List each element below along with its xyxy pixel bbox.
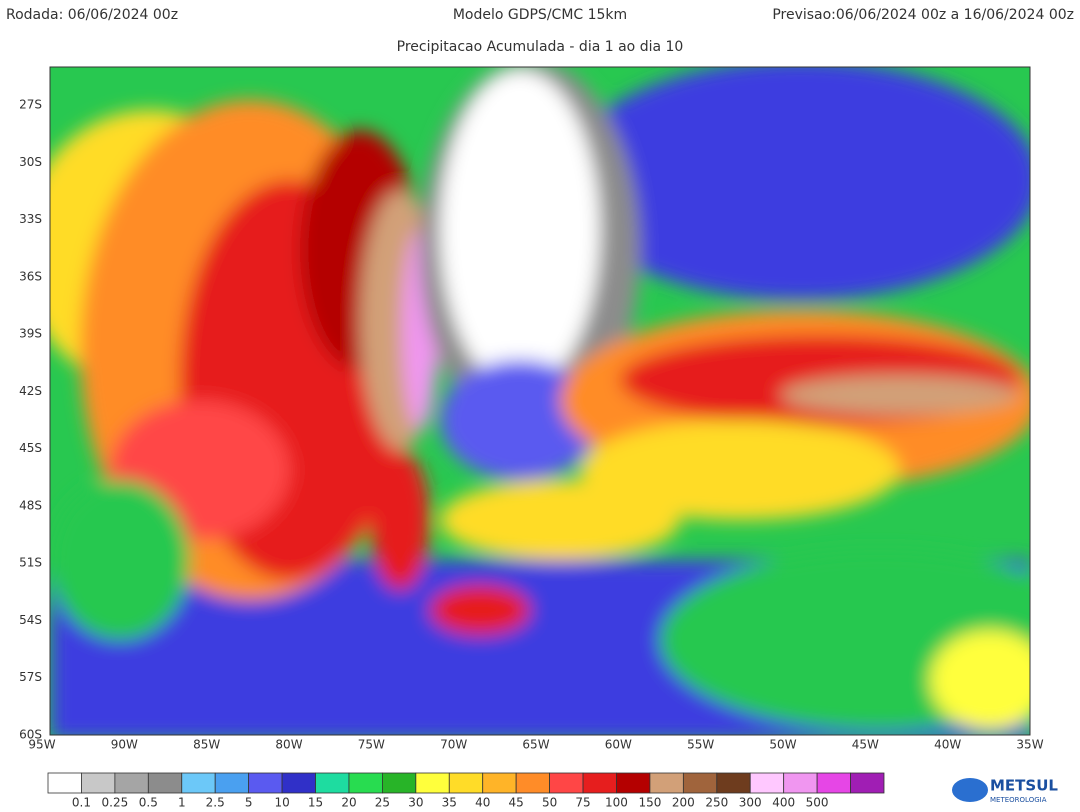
colorbar-box (549, 772, 584, 794)
latitude-label: 30S (19, 155, 42, 169)
colorbar-box (749, 772, 785, 794)
colorbar-box (515, 772, 550, 794)
colorbar-label: 10 (274, 796, 289, 810)
latitude-label: 57S (19, 670, 42, 684)
logo-globe (952, 778, 988, 802)
colorbar-box (783, 772, 818, 794)
colorbar-box (214, 772, 250, 794)
latitude-label: 54S (19, 613, 42, 627)
colorbar-box (482, 772, 517, 794)
colorbar-label: 200 (672, 796, 695, 810)
longitude-label: 90W (111, 738, 138, 752)
colorbar-label: 150 (638, 796, 661, 810)
colorbar-box (381, 772, 417, 794)
colorbar-box (850, 772, 885, 794)
precipitation-map (50, 67, 1030, 735)
colorbar-box (816, 772, 851, 794)
logo: METSUL METEOROLOGIA (952, 777, 1058, 804)
longitude-label: 55W (687, 738, 714, 752)
latitude-label: 33S (19, 212, 42, 226)
colorbar-box (582, 772, 617, 794)
latitude-label: 45S (19, 441, 42, 455)
colorbar-label: 75 (575, 796, 590, 810)
latitude-label: 39S (19, 327, 42, 341)
colorbar-box (47, 772, 82, 794)
longitude-label: 75W (358, 738, 385, 752)
latitude-labels: 27S 30S 33S 36S 39S 42S 45S 48S 51S 54S 57S 60S (19, 98, 42, 742)
colorbar-label: 0.1 (72, 796, 91, 810)
colorbar-label: 20 (341, 796, 356, 810)
latitude-label: 60S (19, 728, 42, 742)
longitude-label: 65W (522, 738, 549, 752)
colorbar-label: 45 (509, 796, 524, 810)
colorbar-label: 5 (245, 796, 253, 810)
colorbar-label: 40 (475, 796, 490, 810)
run-info: Rodada: 06/06/2024 00z (6, 7, 178, 23)
colorbar-label: 400 (772, 796, 795, 810)
colorbar-label: 250 (705, 796, 728, 810)
logo-tagline: METEOROLOGIA (990, 796, 1047, 804)
colorbar-label: 25 (375, 796, 390, 810)
colorbar-label: 0.5 (139, 796, 158, 810)
colorbar-label: 35 (442, 796, 457, 810)
latitude-label: 51S (19, 556, 42, 570)
colorbar-box (682, 772, 718, 794)
subtitle: Precipitacao Acumulada - dia 1 ao dia 10 (397, 39, 684, 55)
colorbar-box (81, 772, 116, 794)
colorbar-label: 50 (542, 796, 557, 810)
colorbar-box (181, 772, 216, 794)
logo-name: METSUL (990, 777, 1058, 795)
colorbar-label: 30 (408, 796, 423, 810)
longitude-label: 60W (605, 738, 632, 752)
model-info: Modelo GDPS/CMC 15km (453, 7, 627, 23)
colorbar-label: 100 (605, 796, 628, 810)
colorbar: 0.1 0.25 0.5 1 2.5 5 10 15 20 25 30 35 40 45 50 75 100 15… (47, 772, 885, 810)
colorbar-box (315, 772, 350, 794)
colorbar-box (114, 772, 149, 794)
colorbar-label: 500 (806, 796, 829, 810)
longitude-labels: 95W 90W 85W 80W 75W 70W 65W 60W 55W 50W 45W 40W 35W (28, 738, 1043, 752)
latitude-label: 36S (19, 269, 42, 283)
longitude-label: 40W (934, 738, 961, 752)
forecast-info: Previsao:06/06/2024 00z a 16/06/2024 00z (772, 7, 1074, 23)
colorbar-box (348, 772, 383, 794)
colorbar-box (281, 772, 316, 794)
colorbar-box (448, 772, 484, 794)
longitude-label: 35W (1016, 738, 1043, 752)
longitude-label: 85W (193, 738, 220, 752)
colorbar-box (147, 772, 183, 794)
longitude-label: 80W (275, 738, 302, 752)
longitude-label: 95W (28, 738, 55, 752)
colorbar-box (415, 772, 450, 794)
longitude-label: 45W (852, 738, 879, 752)
colorbar-label: 0.25 (102, 796, 129, 810)
colorbar-label: 2.5 (206, 796, 225, 810)
colorbar-box (248, 772, 283, 794)
colorbar-label: 15 (308, 796, 323, 810)
longitude-label: 50W (769, 738, 796, 752)
latitude-label: 27S (19, 98, 42, 112)
latitude-label: 48S (19, 498, 42, 512)
latitude-label: 42S (19, 384, 42, 398)
colorbar-box (716, 772, 751, 794)
colorbar-box (616, 772, 651, 794)
map-frame (49, 66, 1031, 736)
colorbar-box (649, 772, 684, 794)
longitude-label: 70W (440, 738, 467, 752)
colorbar-label: 300 (739, 796, 762, 810)
colorbar-label: 1 (178, 796, 186, 810)
